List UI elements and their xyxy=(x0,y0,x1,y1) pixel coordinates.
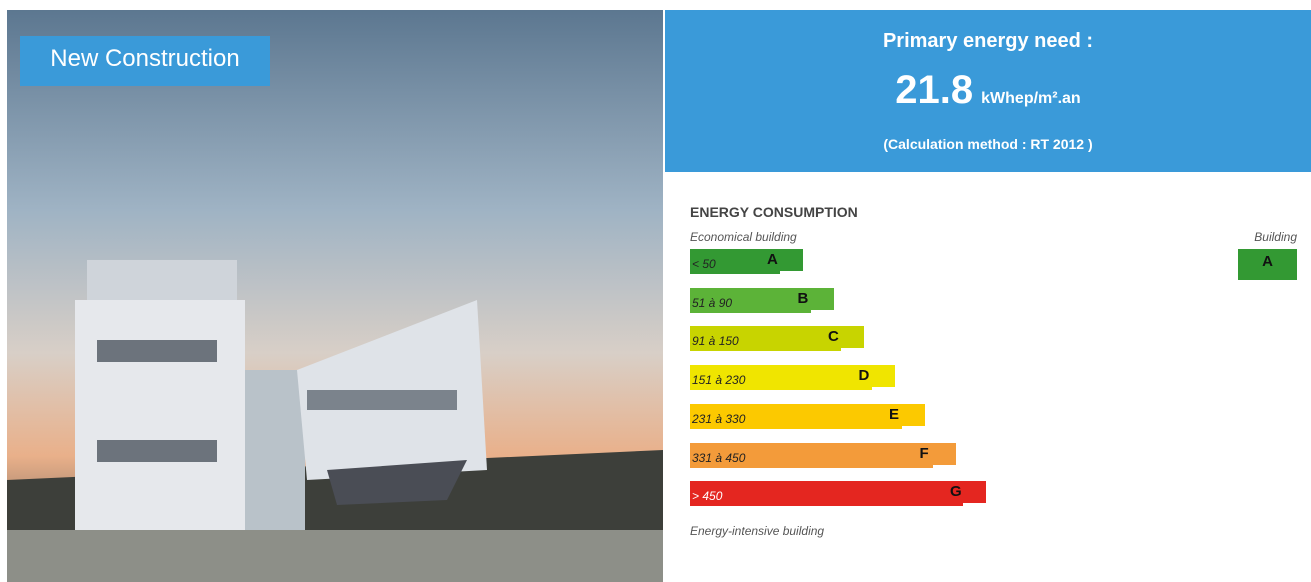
class-bar xyxy=(690,481,963,506)
energy-value: 21.8 xyxy=(895,68,973,112)
section-title: ENERGY CONSUMPTION xyxy=(690,204,858,220)
class-range: 151 à 230 xyxy=(692,373,745,387)
class-letter: D xyxy=(859,367,870,384)
energy-header: Primary energy need : 21.8 kWhep/m².an (C… xyxy=(665,10,1311,172)
class-bar-tip xyxy=(902,404,925,426)
class-bar-tip xyxy=(872,365,895,387)
top-label: Economical building xyxy=(690,230,797,244)
class-bar-tip xyxy=(933,443,956,465)
class-bar-tip xyxy=(811,288,834,310)
class-range: 231 à 330 xyxy=(692,412,745,426)
class-range: > 450 xyxy=(692,489,722,503)
class-letter: B xyxy=(798,290,809,307)
class-letter: E xyxy=(889,406,899,423)
class-range: 51 à 90 xyxy=(692,296,732,310)
calc-method: (Calculation method : RT 2012 ) xyxy=(665,136,1311,152)
value-line: 21.8 kWhep/m².an xyxy=(665,68,1311,113)
building-label: Building xyxy=(1254,230,1297,244)
class-letter: A xyxy=(767,251,778,268)
class-bar-tip xyxy=(780,249,803,271)
building-class: A xyxy=(1238,249,1297,280)
class-range: < 50 xyxy=(692,257,716,271)
class-letter: F xyxy=(920,445,929,462)
building-photo xyxy=(7,10,663,582)
class-bar-tip xyxy=(841,326,864,348)
class-bar-tip xyxy=(963,481,986,503)
class-range: 91 à 150 xyxy=(692,334,739,348)
page: New Construction Primary energy need : 2… xyxy=(0,0,1311,582)
energy-unit: kWhep/m².an xyxy=(981,90,1081,107)
badge: New Construction xyxy=(20,36,270,86)
bottom-label: Energy-intensive building xyxy=(690,524,824,538)
class-letter: C xyxy=(828,328,839,345)
class-letter: G xyxy=(950,483,962,500)
class-range: 331 à 450 xyxy=(692,451,745,465)
header-title: Primary energy need : xyxy=(665,30,1311,53)
